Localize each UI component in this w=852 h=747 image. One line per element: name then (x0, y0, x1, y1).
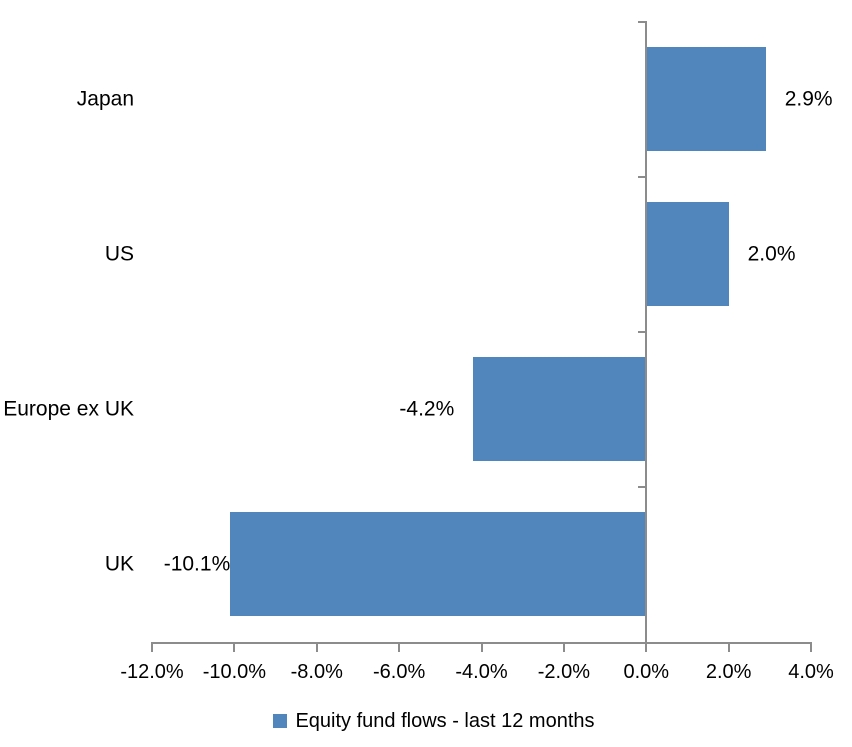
x-tick-label-neg10: -10.0% (202, 661, 267, 683)
category-label-europe-ex-uk: Europe ex UK (3, 397, 134, 420)
x-axis-tick (727, 642, 730, 652)
data-label-us: 2.0% (747, 242, 796, 265)
y-axis-line (645, 21, 648, 644)
y-axis-tick (638, 331, 646, 333)
data-label-japan: 2.9% (784, 87, 833, 110)
x-tick-label-0: 0.0% (623, 661, 670, 683)
x-tick-label-neg12: -12.0% (120, 661, 184, 683)
y-axis-tick (638, 486, 646, 488)
x-axis-tick (480, 642, 483, 652)
category-label-us: US (104, 242, 134, 265)
x-axis-tick (810, 642, 812, 652)
bar-japan (646, 46, 766, 151)
x-axis-tick (315, 642, 318, 652)
bar-uk (230, 511, 647, 616)
x-tick-label-neg4: -4.0% (455, 661, 508, 683)
x-axis-tick (398, 642, 401, 652)
bar-europe-ex-uk (473, 356, 647, 461)
category-label-uk: UK (104, 552, 134, 575)
x-tick-label-neg6: -6.0% (373, 661, 426, 683)
x-axis-tick (562, 642, 565, 652)
x-axis-tick (151, 642, 153, 652)
x-tick-label-neg2: -2.0% (537, 661, 590, 683)
legend: Equity fund flows - last 12 months (8, 708, 852, 734)
x-axis-tick (645, 642, 648, 652)
category-label-japan: Japan (76, 87, 134, 110)
data-label-europe-ex-uk: -4.2% (399, 397, 455, 420)
x-axis-tick (233, 642, 236, 652)
bar-us (646, 201, 729, 306)
x-tick-label-2: 2.0% (705, 661, 752, 683)
legend-label: Equity fund flows - last 12 months (295, 710, 595, 732)
legend-color-swatch (273, 714, 288, 728)
y-axis-tick (638, 176, 646, 178)
y-axis-tick (638, 21, 646, 23)
x-tick-label-4: 4.0% (788, 661, 834, 683)
data-label-uk: -10.1% (163, 552, 231, 575)
x-tick-label-neg8: -8.0% (290, 661, 343, 683)
